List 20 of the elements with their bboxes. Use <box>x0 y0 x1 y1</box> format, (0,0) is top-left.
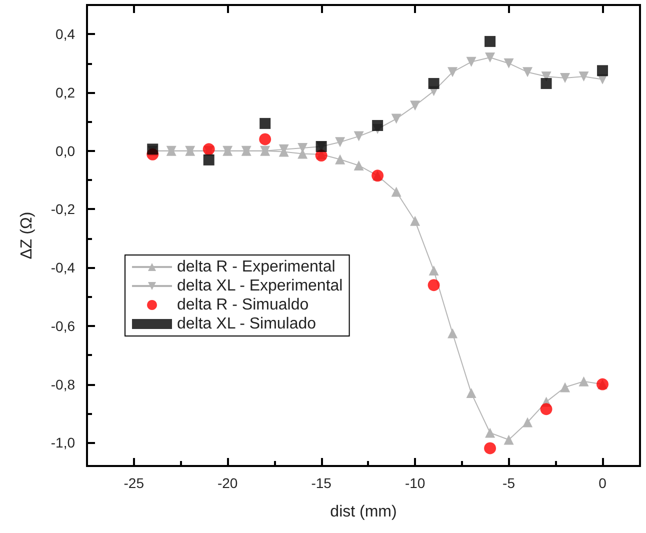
y-tick-label: 0,0 <box>56 142 76 159</box>
legend-label: delta XL - Experimental <box>177 278 343 294</box>
y-axis-title: ΔZ (Ω) <box>18 212 36 260</box>
y-tick-label: -0,4 <box>50 260 76 276</box>
x-axis-title: dist (mm) <box>330 504 397 520</box>
y-tick-label: -1,0 <box>50 434 76 451</box>
x-tick-label: -25 <box>124 475 144 491</box>
y-tick-label: 0,2 <box>56 84 76 101</box>
legend-label: delta XL - Simulado <box>177 316 316 332</box>
x-tick-label: -20 <box>217 475 238 491</box>
x-tick-label: -10 <box>404 475 426 491</box>
y-tick-label: -0,8 <box>50 376 76 392</box>
y-tick-label: -0,6 <box>50 318 76 334</box>
x-tick-label: -15 <box>311 475 332 491</box>
legend-label: delta R - Experimental <box>177 258 336 276</box>
x-tick-label: 0 <box>598 475 607 491</box>
y-tick-label: 0,4 <box>56 26 76 42</box>
y-tick-label: -0,2 <box>50 201 76 218</box>
x-tick-label: -5 <box>502 475 516 491</box>
legend-label: delta R - Simualdo <box>177 296 309 314</box>
